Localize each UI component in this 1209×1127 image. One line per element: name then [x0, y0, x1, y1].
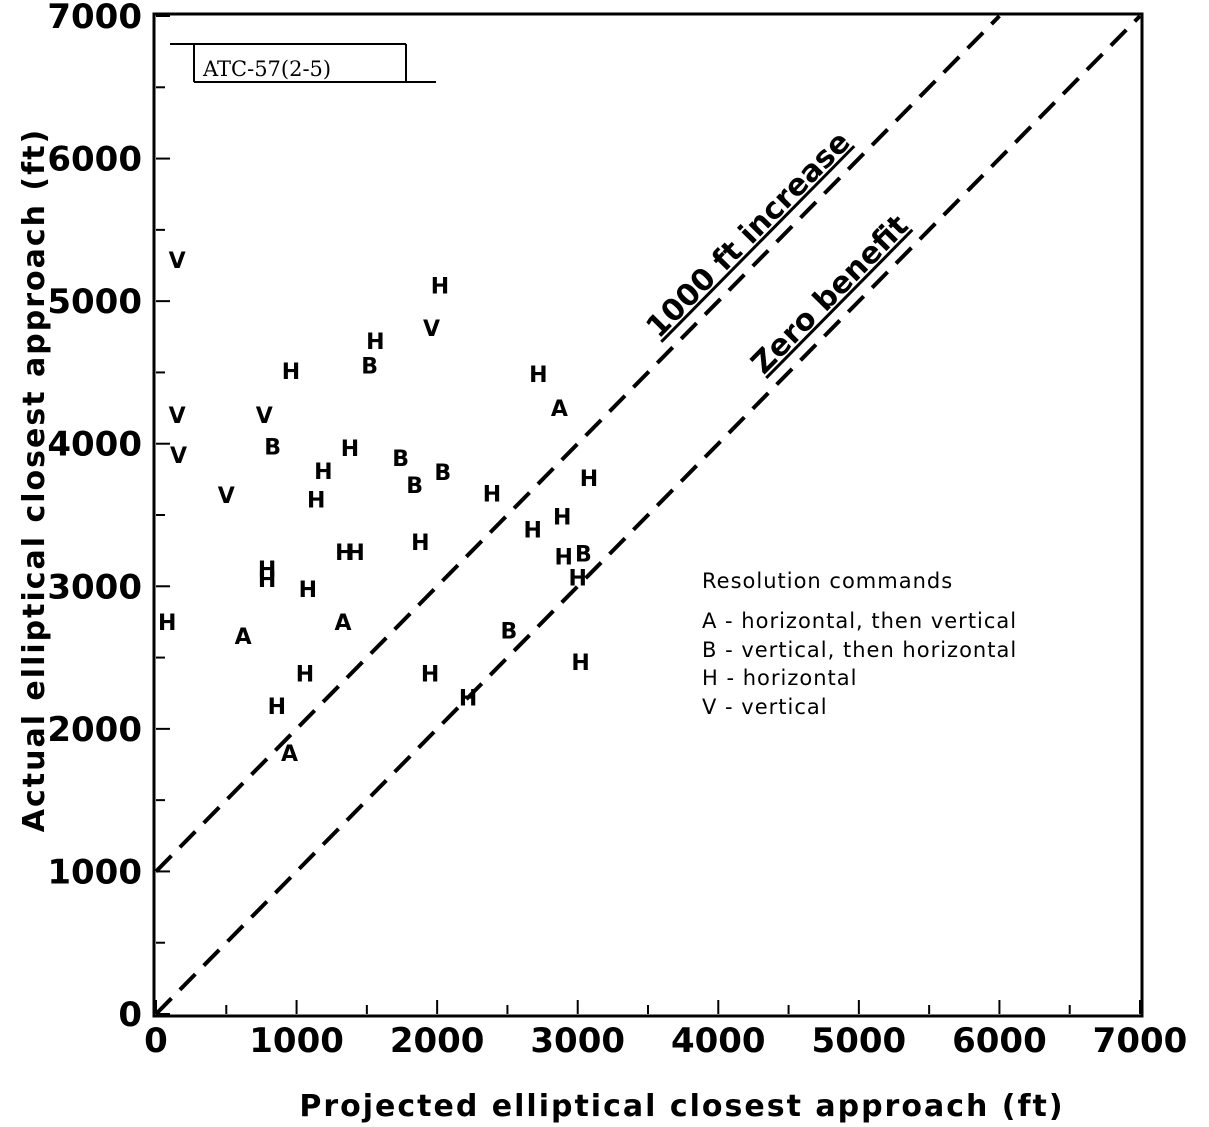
- x-tick-label: 6000: [952, 1021, 1047, 1061]
- data-point: H: [554, 545, 572, 570]
- data-point: H: [299, 578, 317, 603]
- data-point: H: [431, 274, 449, 299]
- data-point: H: [553, 505, 571, 530]
- data-point: H: [307, 488, 325, 513]
- y-axis-title: Actual elliptical closest approach (ft): [17, 128, 52, 832]
- data-point: V: [169, 404, 186, 429]
- data-point: H: [421, 662, 439, 687]
- data-point: H: [258, 558, 276, 583]
- data-point: H: [411, 531, 429, 556]
- data-point: V: [170, 444, 187, 469]
- data-point: H: [366, 330, 384, 355]
- legend-entry: B - vertical, then horizontal: [702, 638, 1017, 662]
- data-point: B: [406, 474, 423, 499]
- y-tick-label: 7000: [47, 0, 142, 37]
- x-tick-label: 0: [144, 1021, 168, 1061]
- data-point: A: [551, 397, 568, 422]
- x-tick-label: 1000: [249, 1021, 344, 1061]
- stamp-box: ATC-57(2-5): [170, 43, 436, 83]
- y-tick-label: 1000: [47, 852, 142, 892]
- data-point: B: [392, 447, 409, 472]
- legend-entry: H - horizontal: [702, 666, 857, 690]
- data-point: H: [158, 611, 176, 636]
- x-tick-label: 5000: [812, 1021, 907, 1061]
- data-point: H: [459, 686, 477, 711]
- data-point: B: [264, 436, 281, 461]
- y-tick-label: 0: [118, 995, 142, 1035]
- reference-line: [154, 14, 1001, 873]
- reference-lines: [154, 14, 1142, 1016]
- data-point: V: [218, 484, 235, 509]
- data-point: H: [571, 651, 589, 676]
- y-tick-label: 5000: [47, 282, 142, 322]
- y-tick-label: 4000: [47, 425, 142, 465]
- y-tick-label: 6000: [47, 140, 142, 180]
- data-point: A: [281, 742, 298, 767]
- data-point: H: [580, 467, 598, 492]
- legend-title: Resolution commands: [702, 569, 953, 593]
- data-point: H: [258, 568, 276, 593]
- data-point: B: [575, 542, 592, 567]
- axis-ticks: [155, 15, 1141, 1015]
- data-point: H: [483, 483, 501, 508]
- data-point: V: [256, 404, 273, 429]
- stamp-label: ATC-57(2-5): [202, 57, 331, 81]
- axis-tick-labels: 0 1000 2000 3000 4000 5000 6000 7000 0 1000 2000 30…: [47, 0, 1187, 1061]
- x-tick-label: 4000: [671, 1021, 766, 1061]
- data-point: H: [335, 541, 353, 566]
- x-tick-label: 7000: [1093, 1021, 1188, 1061]
- data-point: B: [434, 461, 451, 486]
- x-tick-label: 3000: [530, 1021, 625, 1061]
- data-point: H: [524, 518, 542, 543]
- data-point: H: [282, 360, 300, 385]
- data-point: H: [296, 662, 314, 687]
- y-tick-label: 2000: [47, 710, 142, 750]
- data-point: V: [423, 317, 440, 342]
- data-point: B: [361, 354, 378, 379]
- data-point: H: [529, 363, 547, 388]
- data-point: H: [314, 460, 332, 485]
- reference-line: [154, 14, 1142, 1016]
- x-axis-title: Projected elliptical closest approach (f…: [299, 1089, 1064, 1124]
- y-tick-label: 3000: [47, 567, 142, 607]
- data-point: H: [569, 567, 587, 592]
- data-point: H: [268, 695, 286, 720]
- legend-entry: A - horizontal, then vertical: [702, 609, 1017, 633]
- data-point: B: [500, 619, 517, 644]
- data-point: H: [341, 437, 359, 462]
- data-point: H: [346, 541, 364, 566]
- data-point: V: [169, 249, 186, 274]
- x-tick-label: 2000: [390, 1021, 485, 1061]
- data-point: A: [235, 625, 252, 650]
- legend: Resolution commands A - horizontal, then…: [702, 569, 1017, 719]
- plot-frame: [152, 12, 1144, 1018]
- legend-entry: V - vertical: [702, 695, 828, 719]
- data-point: A: [334, 611, 351, 636]
